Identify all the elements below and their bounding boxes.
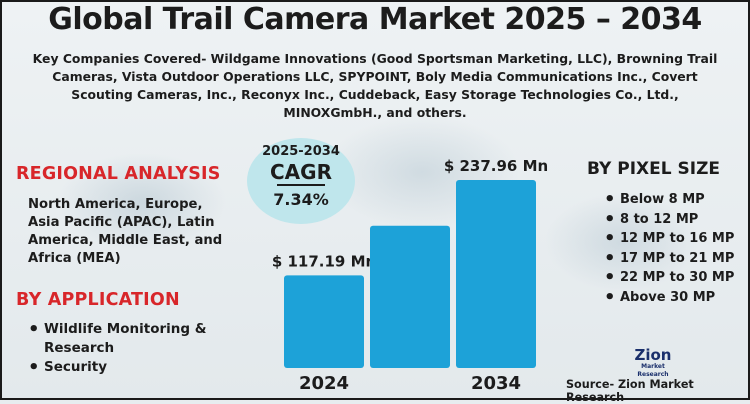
bar-2	[370, 225, 450, 368]
cagr-underline	[277, 184, 325, 186]
key-companies-text: Key Companies Covered- Wildgame Innovati…	[32, 51, 718, 120]
bar-value-label: $ 237.96 Mn	[444, 157, 548, 175]
pixel-size-item-label: Below 8 MP	[620, 192, 705, 207]
bar-3	[456, 180, 536, 368]
logo-name: Zion	[634, 346, 672, 364]
pixel-size-item-label: 17 MP to 21 MP	[620, 250, 735, 266]
pixel-size-item: 12 MP to 16 MP	[602, 229, 750, 249]
x-tick-label: 2034	[471, 373, 521, 394]
logo-tagline: Market Research	[637, 363, 669, 378]
zion-logo: Zion Market Research	[626, 348, 680, 379]
cagr-badge: 2025-2034 CAGR 7.34%	[247, 138, 355, 224]
pixel-size-item: 8 to 12 MP	[602, 210, 750, 230]
pixel-size-item-label: 12 MP to 16 MP	[620, 231, 735, 246]
application-item: Security	[26, 358, 246, 377]
pixel-size-item: 22 MP to 30 MP	[602, 268, 750, 288]
x-tick-label: 2024	[299, 373, 349, 394]
cagr-value: 7.34%	[273, 190, 329, 209]
by-pixel-size-heading: BY PIXEL SIZE	[587, 159, 721, 179]
application-item: Wildlife Monitoring & Research	[26, 320, 246, 358]
pixel-size-item: Above 30 MP	[602, 288, 750, 308]
application-list: Wildlife Monitoring & Research Security	[26, 320, 246, 377]
page-title: Global Trail Camera Market 2025 – 2034	[48, 2, 702, 37]
regional-analysis-text: North America, Europe, Asia Pacific (APA…	[28, 197, 223, 266]
regional-analysis-heading: REGIONAL ANALYSIS	[16, 164, 221, 184]
source-credit: Source- Zion Market Research	[566, 378, 694, 404]
pixel-size-item: Below 8 MP	[602, 190, 750, 210]
by-application-heading: BY APPLICATION	[16, 290, 180, 310]
pixel-size-list: Below 8 MP 8 to 12 MP 12 MP to 16 MP 17 …	[602, 190, 750, 307]
cagr-label: CAGR	[270, 160, 332, 184]
pixel-size-item-label: 22 MP to 30 MP	[620, 270, 735, 285]
bar-value-label: $ 117.19 Mn	[272, 252, 376, 270]
bar-1	[284, 275, 364, 368]
pixel-size-item: 17 MP to 21 MP	[602, 249, 750, 269]
application-item-label: Wildlife Monitoring & Research	[44, 321, 207, 356]
cagr-period: 2025-2034	[262, 144, 340, 159]
pixel-size-item-label: Above 30 MP	[620, 289, 716, 305]
application-item-label: Security	[44, 359, 108, 375]
pixel-size-item-label: 8 to 12 MP	[620, 211, 699, 227]
